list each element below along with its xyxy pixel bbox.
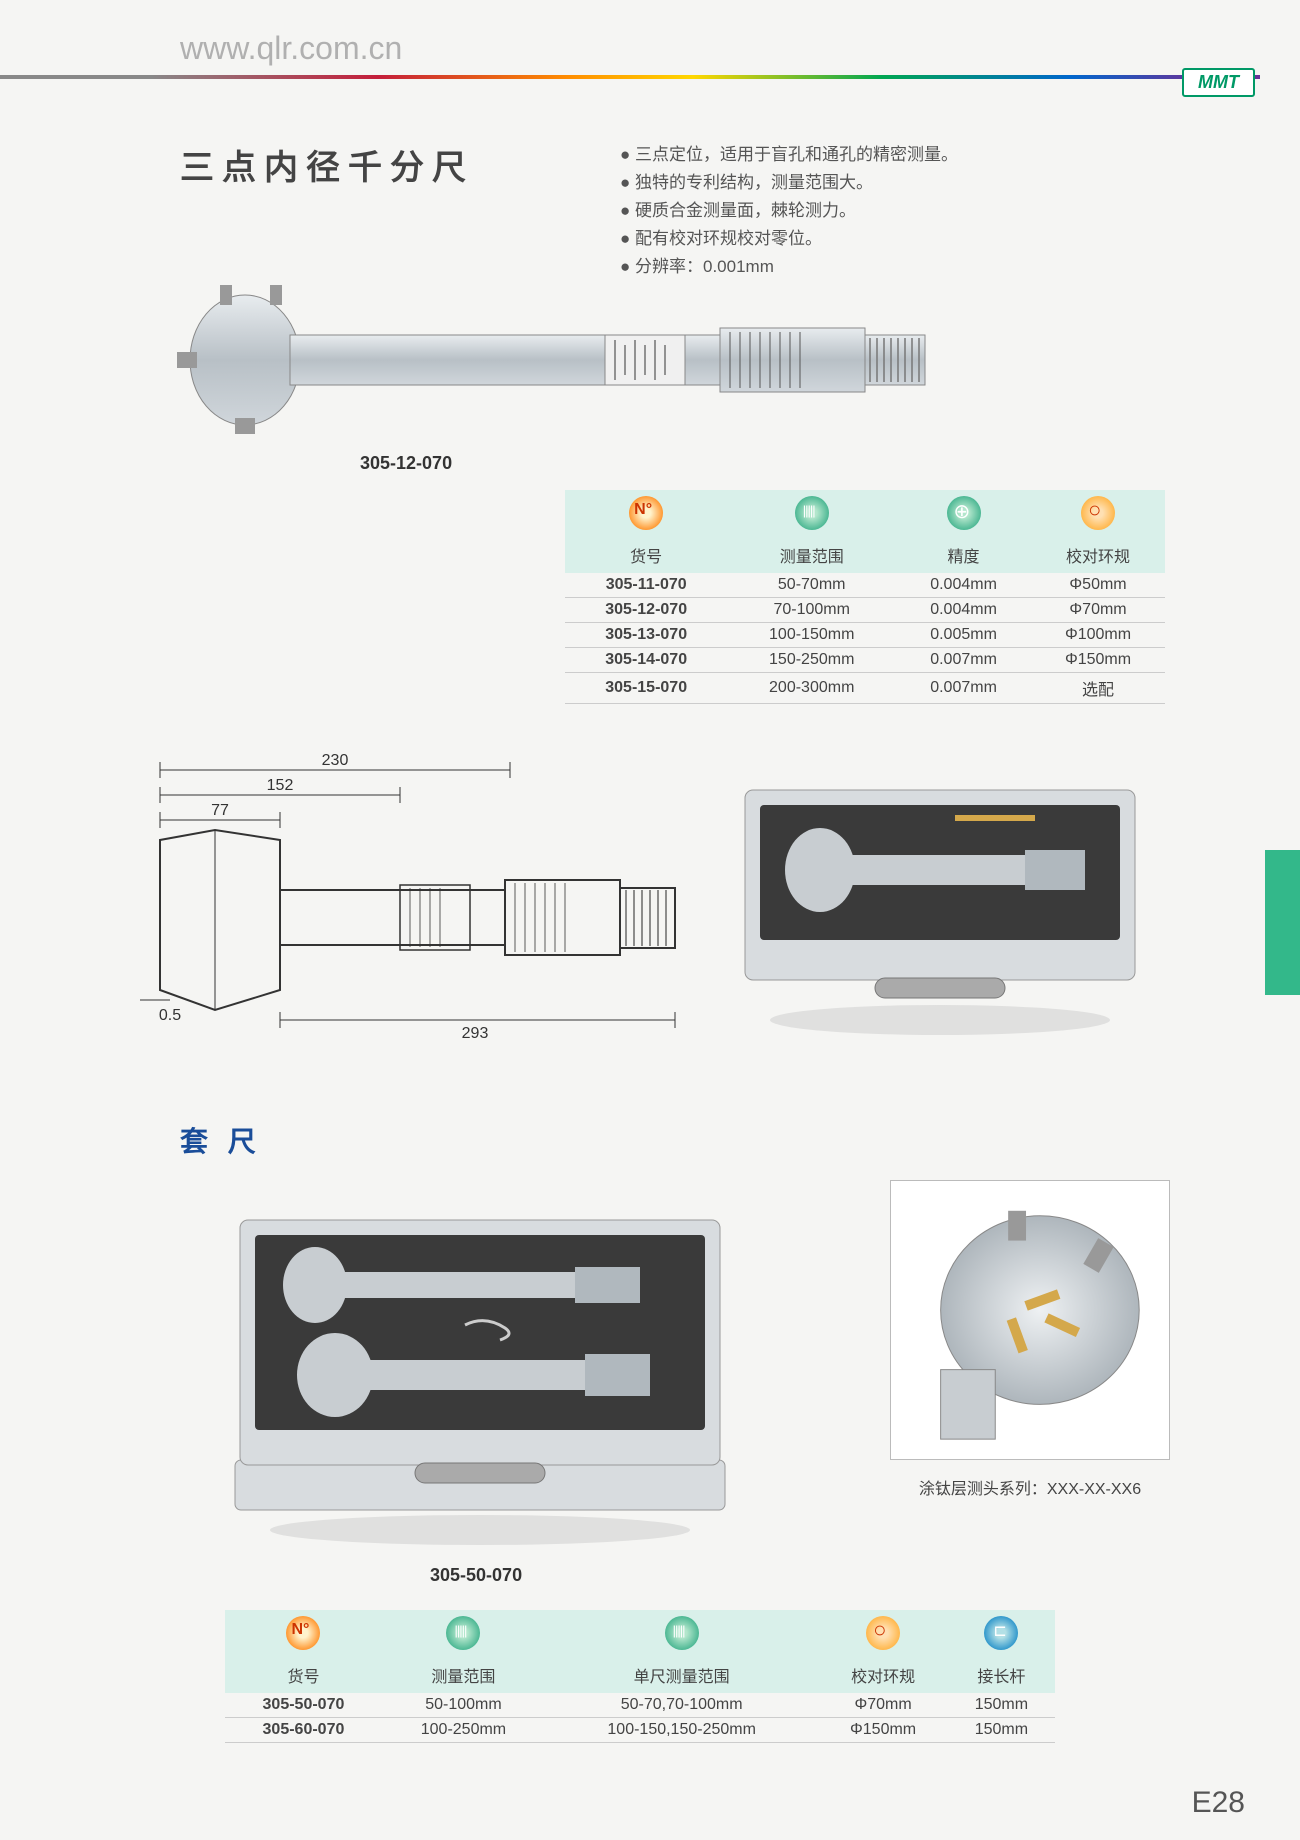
case-image-set: [215, 1180, 745, 1550]
spec-table-2: 货号 测量范围 单尺测量范围 校对环规 接长杆 305-50-07050-100…: [225, 1610, 1055, 1743]
page-title: 三点内径千分尺: [180, 140, 474, 189]
detail-caption: 涂钛层测头系列：XXX-XX-XX6: [890, 1475, 1170, 1499]
spec-table-1: 货号 测量范围 精度 校对环规 305-11-07050-70mm0.004mm…: [565, 490, 1165, 704]
header: www.qlr.com.cn: [180, 30, 1260, 67]
feature-item: 分辨率：0.001mm: [620, 252, 958, 277]
table-cell: 150mm: [948, 1718, 1055, 1743]
table-row: 305-14-070150-250mm0.007mmΦ150mm: [565, 648, 1165, 673]
range-icon: [665, 1616, 699, 1650]
table-cell: 200-300mm: [727, 673, 896, 704]
extension-icon: [984, 1616, 1018, 1650]
col-header: 测量范围: [382, 1657, 545, 1693]
page-number: E28: [1192, 1786, 1245, 1820]
col-icon: [948, 1610, 1055, 1657]
range-icon: [795, 496, 829, 530]
section-title-set: 套 尺: [180, 1120, 262, 1160]
table-cell: 70-100mm: [727, 598, 896, 623]
table-cell: Φ100mm: [1031, 623, 1165, 648]
col-header: 精度: [896, 537, 1031, 573]
table-cell: 150-250mm: [727, 648, 896, 673]
table-row: 305-15-070200-300mm0.007mm选配: [565, 673, 1165, 704]
ring-icon: [866, 1616, 900, 1650]
col-icon: [727, 490, 896, 537]
table-cell: 305-11-070: [565, 573, 727, 598]
brand-badge: MMT: [1182, 68, 1255, 97]
col-header: 接长杆: [948, 1657, 1055, 1693]
table-cell: 50-70,70-100mm: [545, 1693, 818, 1718]
col-icon: [896, 490, 1031, 537]
table-cell: 100-150mm: [727, 623, 896, 648]
table-cell: 选配: [1031, 673, 1165, 704]
ring-icon: [1081, 496, 1115, 530]
table-cell: 0.005mm: [896, 623, 1031, 648]
product-code-label: 305-12-070: [360, 453, 452, 474]
table-cell: 305-15-070: [565, 673, 727, 704]
technical-drawing: 230 152 77 0.5 293: [140, 740, 695, 1050]
table-row: 305-12-07070-100mm0.004mmΦ70mm: [565, 598, 1165, 623]
table-cell: Φ70mm: [818, 1693, 947, 1718]
table-cell: Φ150mm: [818, 1718, 947, 1743]
col-header: 单尺测量范围: [545, 1657, 818, 1693]
table-cell: 305-13-070: [565, 623, 727, 648]
product-image-micrometer: [175, 280, 935, 440]
table-cell: 0.007mm: [896, 648, 1031, 673]
accuracy-icon: [947, 496, 981, 530]
dim-293: 293: [462, 1025, 489, 1042]
table-cell: 50-70mm: [727, 573, 896, 598]
dim-05: 0.5: [159, 1007, 181, 1024]
number-icon: [286, 1616, 320, 1650]
table-cell: Φ50mm: [1031, 573, 1165, 598]
table-cell: Φ150mm: [1031, 648, 1165, 673]
case-image-single: [715, 740, 1165, 1040]
table-cell: 100-150,150-250mm: [545, 1718, 818, 1743]
table-cell: 305-12-070: [565, 598, 727, 623]
col-header: 校对环规: [818, 1657, 947, 1693]
col-icon: [565, 490, 727, 537]
table-cell: 150mm: [948, 1693, 1055, 1718]
range-icon: [446, 1616, 480, 1650]
table-cell: 305-14-070: [565, 648, 727, 673]
table-cell: Φ70mm: [1031, 598, 1165, 623]
col-icon: [382, 1610, 545, 1657]
dim-77: 77: [211, 802, 229, 819]
table-cell: 50-100mm: [382, 1693, 545, 1718]
col-header: 测量范围: [727, 537, 896, 573]
table-row: 305-60-070100-250mm100-150,150-250mmΦ150…: [225, 1718, 1055, 1743]
table-cell: 0.004mm: [896, 598, 1031, 623]
dim-230: 230: [322, 752, 349, 769]
divider-rainbow: [0, 75, 1260, 79]
number-icon: [629, 496, 663, 530]
product-code-label-2: 305-50-070: [430, 1565, 522, 1586]
feature-item: 硬质合金测量面，棘轮测力。: [620, 196, 958, 221]
feature-list: 三点定位，适用于盲孔和通孔的精密测量。 独特的专利结构，测量范围大。 硬质合金测…: [620, 140, 958, 280]
website-url: www.qlr.com.cn: [180, 30, 402, 66]
feature-item: 配有校对环规校对零位。: [620, 224, 958, 249]
table-cell: 100-250mm: [382, 1718, 545, 1743]
col-icon: [1031, 490, 1165, 537]
table-cell: 0.004mm: [896, 573, 1031, 598]
table-row: 305-11-07050-70mm0.004mmΦ50mm: [565, 573, 1165, 598]
section-tab: [1265, 850, 1300, 995]
table-cell: 0.007mm: [896, 673, 1031, 704]
detail-image-head: [890, 1180, 1170, 1460]
col-icon: [545, 1610, 818, 1657]
col-header: 校对环规: [1031, 537, 1165, 573]
table-cell: 305-50-070: [225, 1693, 382, 1718]
feature-item: 独特的专利结构，测量范围大。: [620, 168, 958, 193]
table-row: 305-13-070100-150mm0.005mmΦ100mm: [565, 623, 1165, 648]
col-icon: [225, 1610, 382, 1657]
col-header: 货号: [225, 1657, 382, 1693]
dim-152: 152: [267, 777, 294, 794]
table-cell: 305-60-070: [225, 1718, 382, 1743]
col-header: 货号: [565, 537, 727, 573]
col-icon: [818, 1610, 947, 1657]
feature-item: 三点定位，适用于盲孔和通孔的精密测量。: [620, 140, 958, 165]
table-row: 305-50-07050-100mm50-70,70-100mmΦ70mm150…: [225, 1693, 1055, 1718]
